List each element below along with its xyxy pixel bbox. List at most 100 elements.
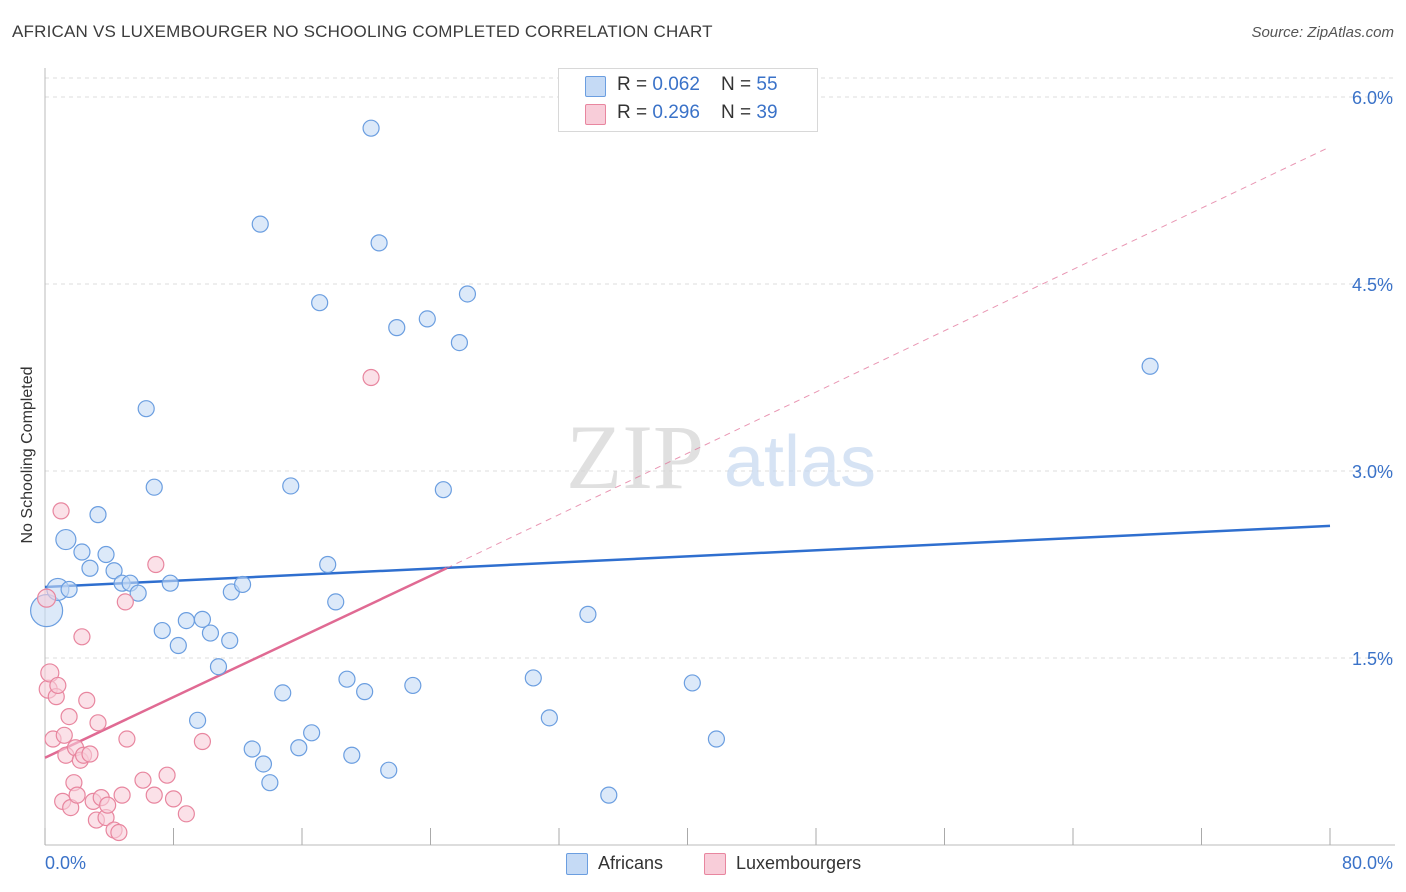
luxembourgers-trend-extension [446, 146, 1331, 569]
africans-point [290, 739, 308, 757]
y-tick-label: 3.0% [1352, 462, 1393, 482]
africans-point [450, 333, 469, 352]
africans-point [161, 574, 179, 592]
africans-point [404, 676, 422, 695]
africans-point [1141, 357, 1159, 375]
luxembourgers-point [40, 663, 60, 683]
africans-point [338, 670, 356, 688]
africans-point [707, 730, 726, 748]
luxembourgers-point [362, 368, 380, 387]
africans-point [370, 234, 388, 252]
africans-point [233, 575, 252, 594]
africans-point [343, 746, 361, 764]
luxembourgers-point [110, 823, 128, 842]
africans-point [274, 684, 292, 702]
x-tick-label: 0.0% [45, 853, 86, 873]
legend-text-africans: R = 0.062 N = 55 [617, 74, 778, 96]
africans-point [380, 761, 398, 779]
legend-swatch-africans [585, 76, 606, 97]
africans-point [579, 605, 597, 623]
y-tick-label: 4.5% [1352, 275, 1393, 295]
africans-point [209, 658, 228, 676]
watermark: ZIP atlas [566, 406, 876, 508]
luxembourgers-trend-line [44, 567, 448, 759]
legend-n-label: N = [721, 102, 757, 123]
africans-point [169, 636, 187, 655]
bottom-legend-label-luxembourgers: Luxembourgers [736, 853, 862, 873]
luxembourgers-point [60, 707, 78, 726]
africans-point [221, 631, 239, 650]
africans-point [311, 294, 329, 312]
africans-point [153, 621, 171, 640]
watermark-atlas: atlas [724, 422, 876, 502]
africans-point [261, 774, 279, 792]
africans-point [600, 786, 618, 804]
africans-point [201, 624, 220, 642]
africans-point [327, 593, 345, 611]
luxembourgers-point [73, 628, 91, 646]
africans-point [81, 559, 99, 577]
legend-r-label: R = [617, 74, 653, 95]
x-tick-label: 80.0% [1342, 853, 1393, 873]
bottom-legend-swatch-luxembourgers [704, 853, 726, 875]
legend-swatch-luxembourgers [585, 104, 606, 125]
legend-r-value: 0.296 [652, 102, 700, 123]
luxembourgers-point [193, 732, 212, 751]
y-tick-label: 6.0% [1352, 88, 1393, 108]
africans-point [303, 724, 321, 742]
correlation-legend: R = 0.062 N = 55 R = 0.296 N = 39 [558, 68, 818, 132]
luxembourgers-point [147, 555, 165, 574]
luxembourgers-point [68, 786, 86, 804]
africans-point [89, 506, 107, 524]
luxembourgers-point [158, 766, 176, 784]
legend-r-label: R = [617, 102, 653, 123]
africans-point [137, 400, 155, 418]
africans-point [418, 310, 436, 328]
source-note: Source: ZipAtlas.com [1251, 24, 1394, 41]
luxembourgers-point [177, 805, 195, 823]
chart-title: AFRICAN VS LUXEMBOURGER NO SCHOOLING COM… [12, 22, 713, 41]
africans-point [362, 119, 380, 137]
y-tick-label: 1.5% [1352, 649, 1393, 669]
luxembourgers-point [145, 786, 163, 804]
africans-point [145, 478, 163, 496]
axis-layer [44, 68, 1395, 846]
luxembourgers-point [89, 714, 107, 732]
tick-labels: 1.5% 3.0% 4.5% 6.0% 0.0% 80.0% [45, 88, 1393, 873]
luxembourgers-point [164, 790, 183, 808]
africans-point [60, 580, 78, 599]
africans-point [177, 611, 195, 630]
luxembourgers-point [81, 745, 99, 763]
legend-text-luxembourgers: R = 0.296 N = 39 [617, 102, 778, 124]
bottom-legend-swatch-africans [566, 853, 588, 875]
luxembourgers-point [52, 502, 70, 520]
africans-point [193, 610, 212, 628]
africans-point [434, 481, 452, 499]
luxembourgers-point [49, 676, 67, 695]
africans-point [73, 543, 91, 561]
africans-point [188, 711, 207, 729]
luxembourgers-point [99, 796, 117, 814]
watermark-zip: ZIP [566, 406, 704, 508]
africans-point [540, 709, 558, 727]
luxembourgers-point [113, 786, 131, 804]
trend-layer [44, 146, 1331, 759]
africans-point [356, 683, 374, 701]
luxembourgers-point [118, 730, 136, 748]
africans-point [105, 562, 123, 580]
luxembourgers-point [55, 726, 73, 744]
africans-point [55, 528, 77, 551]
africans-point [319, 555, 337, 574]
africans-point [243, 740, 261, 758]
legend-r-value: 0.062 [652, 74, 700, 95]
africans-point [683, 674, 701, 692]
bottom-legend-label-africans: Africans [598, 853, 664, 873]
points-layer [30, 119, 1159, 842]
grid-layer [45, 77, 1395, 659]
africans-point [282, 477, 300, 495]
legend-n-label: N = [721, 74, 757, 95]
africans-point [254, 755, 273, 773]
luxembourgers-point [116, 593, 134, 611]
africans-point [129, 584, 147, 602]
